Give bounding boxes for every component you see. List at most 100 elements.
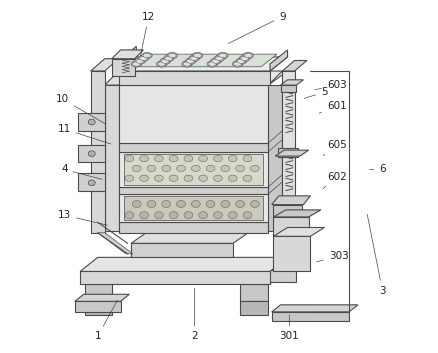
Ellipse shape: [206, 165, 215, 172]
Text: 5: 5: [304, 87, 328, 98]
Text: 602: 602: [323, 172, 346, 189]
Text: 11: 11: [58, 124, 111, 144]
Ellipse shape: [237, 59, 245, 63]
Polygon shape: [124, 196, 263, 221]
Ellipse shape: [161, 59, 169, 63]
Ellipse shape: [167, 52, 177, 59]
Text: 605: 605: [323, 140, 346, 155]
Ellipse shape: [160, 58, 170, 64]
Ellipse shape: [199, 212, 208, 219]
Polygon shape: [124, 154, 263, 185]
Ellipse shape: [184, 212, 193, 219]
Polygon shape: [240, 284, 268, 301]
Ellipse shape: [214, 212, 223, 219]
Polygon shape: [268, 71, 282, 85]
Ellipse shape: [155, 212, 163, 219]
Ellipse shape: [169, 212, 178, 219]
Polygon shape: [240, 301, 268, 315]
Polygon shape: [273, 236, 311, 271]
Ellipse shape: [168, 53, 176, 58]
Ellipse shape: [185, 58, 196, 64]
Polygon shape: [85, 284, 112, 301]
Polygon shape: [273, 227, 325, 236]
Polygon shape: [278, 148, 298, 157]
Polygon shape: [80, 271, 270, 284]
Polygon shape: [238, 270, 286, 284]
Text: 603: 603: [315, 80, 346, 90]
Ellipse shape: [191, 201, 200, 208]
Polygon shape: [91, 71, 105, 233]
Text: 2: 2: [191, 288, 198, 341]
Polygon shape: [80, 257, 288, 271]
Polygon shape: [119, 194, 268, 222]
Polygon shape: [272, 305, 358, 312]
Ellipse shape: [212, 59, 220, 63]
Polygon shape: [75, 294, 129, 301]
Ellipse shape: [162, 165, 171, 172]
Polygon shape: [119, 85, 268, 143]
Ellipse shape: [206, 201, 215, 208]
Polygon shape: [119, 46, 136, 71]
Ellipse shape: [233, 61, 243, 67]
Ellipse shape: [133, 62, 140, 66]
Polygon shape: [75, 301, 120, 312]
Polygon shape: [119, 222, 268, 233]
Text: 12: 12: [141, 12, 155, 56]
Ellipse shape: [243, 212, 252, 219]
Ellipse shape: [177, 201, 185, 208]
Text: 6: 6: [370, 164, 386, 174]
Ellipse shape: [191, 165, 200, 172]
Ellipse shape: [169, 175, 178, 181]
Ellipse shape: [162, 201, 171, 208]
Polygon shape: [268, 85, 282, 231]
Polygon shape: [119, 71, 270, 85]
Ellipse shape: [214, 175, 223, 181]
Ellipse shape: [243, 155, 252, 162]
Text: 3: 3: [367, 214, 386, 296]
Polygon shape: [272, 312, 349, 321]
Polygon shape: [280, 85, 297, 92]
Ellipse shape: [228, 155, 237, 162]
Polygon shape: [119, 152, 268, 187]
Polygon shape: [112, 50, 143, 59]
Ellipse shape: [211, 58, 221, 64]
Polygon shape: [273, 210, 321, 217]
Ellipse shape: [243, 175, 252, 181]
Ellipse shape: [251, 201, 259, 208]
Polygon shape: [268, 270, 297, 282]
Polygon shape: [80, 270, 133, 284]
Polygon shape: [270, 50, 288, 71]
Polygon shape: [272, 196, 311, 205]
Ellipse shape: [243, 52, 254, 59]
Polygon shape: [280, 80, 304, 85]
Ellipse shape: [131, 61, 141, 67]
Ellipse shape: [132, 201, 141, 208]
Ellipse shape: [207, 61, 218, 67]
Ellipse shape: [190, 56, 198, 60]
Polygon shape: [85, 301, 112, 315]
Polygon shape: [282, 71, 295, 233]
Ellipse shape: [219, 53, 227, 58]
Ellipse shape: [214, 155, 223, 162]
Ellipse shape: [125, 155, 134, 162]
Polygon shape: [282, 60, 307, 71]
Ellipse shape: [140, 212, 148, 219]
Ellipse shape: [236, 58, 247, 64]
Text: 301: 301: [279, 315, 299, 341]
Polygon shape: [78, 145, 105, 162]
Ellipse shape: [215, 56, 223, 60]
Ellipse shape: [138, 55, 148, 61]
Ellipse shape: [163, 55, 174, 61]
Polygon shape: [119, 143, 268, 152]
Ellipse shape: [189, 55, 199, 61]
Ellipse shape: [244, 53, 252, 58]
Text: 9: 9: [229, 12, 286, 43]
Text: 1: 1: [94, 300, 117, 341]
Polygon shape: [273, 205, 302, 217]
Ellipse shape: [236, 201, 244, 208]
Ellipse shape: [234, 62, 241, 66]
Ellipse shape: [221, 165, 230, 172]
Ellipse shape: [228, 175, 237, 181]
Polygon shape: [119, 71, 288, 85]
Ellipse shape: [165, 56, 173, 60]
